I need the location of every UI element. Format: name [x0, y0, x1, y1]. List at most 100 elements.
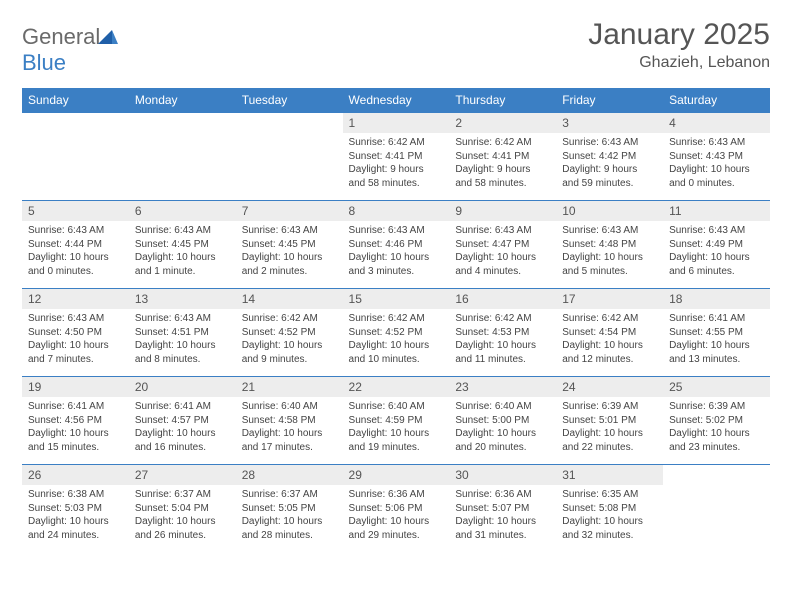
day-data: Sunrise: 6:40 AMSunset: 5:00 PMDaylight:…: [449, 397, 556, 458]
day-header: Saturday: [663, 88, 770, 113]
day-data: Sunrise: 6:39 AMSunset: 5:01 PMDaylight:…: [556, 397, 663, 458]
day-data-line: Sunrise: 6:41 AM: [135, 400, 230, 414]
calendar-cell: 10Sunrise: 6:43 AMSunset: 4:48 PMDayligh…: [556, 201, 663, 289]
day-data-line: Sunrise: 6:43 AM: [669, 224, 764, 238]
day-data-line: Sunset: 4:42 PM: [562, 150, 657, 164]
day-data: Sunrise: 6:43 AMSunset: 4:49 PMDaylight:…: [663, 221, 770, 282]
day-data-line: Daylight: 10 hours: [242, 251, 337, 265]
day-number: 10: [556, 201, 663, 221]
day-number: 7: [236, 201, 343, 221]
day-number: 29: [343, 465, 450, 485]
day-data: Sunrise: 6:41 AMSunset: 4:56 PMDaylight:…: [22, 397, 129, 458]
day-data-line: Daylight: 10 hours: [455, 251, 550, 265]
day-data-line: and 4 minutes.: [455, 265, 550, 279]
location: Ghazieh, Lebanon: [588, 54, 770, 72]
day-data-line: Sunrise: 6:36 AM: [349, 488, 444, 502]
day-data-line: and 19 minutes.: [349, 441, 444, 455]
day-data: Sunrise: 6:40 AMSunset: 4:59 PMDaylight:…: [343, 397, 450, 458]
calendar-week-row: 5Sunrise: 6:43 AMSunset: 4:44 PMDaylight…: [22, 201, 770, 289]
day-data-line: Daylight: 9 hours: [562, 163, 657, 177]
day-data-line: Sunset: 4:44 PM: [28, 238, 123, 252]
day-data-line: Sunrise: 6:43 AM: [562, 136, 657, 150]
day-data-line: Daylight: 10 hours: [242, 427, 337, 441]
day-data-line: and 5 minutes.: [562, 265, 657, 279]
day-data-line: and 23 minutes.: [669, 441, 764, 455]
day-data-line: Daylight: 10 hours: [349, 427, 444, 441]
day-data: Sunrise: 6:38 AMSunset: 5:03 PMDaylight:…: [22, 485, 129, 546]
day-data-line: Sunrise: 6:37 AM: [135, 488, 230, 502]
day-data: Sunrise: 6:36 AMSunset: 5:07 PMDaylight:…: [449, 485, 556, 546]
calendar-cell: 5Sunrise: 6:43 AMSunset: 4:44 PMDaylight…: [22, 201, 129, 289]
day-number: 31: [556, 465, 663, 485]
day-data-line: and 29 minutes.: [349, 529, 444, 543]
day-data-line: Sunset: 4:52 PM: [242, 326, 337, 340]
day-data-line: Daylight: 9 hours: [455, 163, 550, 177]
calendar-cell: 7Sunrise: 6:43 AMSunset: 4:45 PMDaylight…: [236, 201, 343, 289]
day-data-line: Daylight: 10 hours: [562, 251, 657, 265]
day-data-line: and 3 minutes.: [349, 265, 444, 279]
day-data-line: Sunrise: 6:43 AM: [242, 224, 337, 238]
day-data-line: Sunset: 5:08 PM: [562, 502, 657, 516]
day-data-line: Sunrise: 6:42 AM: [455, 136, 550, 150]
calendar-cell: 27Sunrise: 6:37 AMSunset: 5:04 PMDayligh…: [129, 465, 236, 553]
calendar-cell: 13Sunrise: 6:43 AMSunset: 4:51 PMDayligh…: [129, 289, 236, 377]
day-data-line: and 24 minutes.: [28, 529, 123, 543]
day-header: Thursday: [449, 88, 556, 113]
title-block: January 2025 Ghazieh, Lebanon: [588, 18, 770, 72]
day-data-line: Daylight: 10 hours: [455, 427, 550, 441]
day-data-line: and 31 minutes.: [455, 529, 550, 543]
day-data-line: Daylight: 10 hours: [28, 515, 123, 529]
day-data-line: and 13 minutes.: [669, 353, 764, 367]
day-data-line: and 32 minutes.: [562, 529, 657, 543]
day-data-line: Sunset: 5:03 PM: [28, 502, 123, 516]
day-number: 26: [22, 465, 129, 485]
day-data-line: Sunset: 4:43 PM: [669, 150, 764, 164]
calendar-week-row: 1Sunrise: 6:42 AMSunset: 4:41 PMDaylight…: [22, 113, 770, 201]
day-data-line: Daylight: 10 hours: [669, 163, 764, 177]
day-data: Sunrise: 6:36 AMSunset: 5:06 PMDaylight:…: [343, 485, 450, 546]
day-number: 1: [343, 113, 450, 133]
day-number: 23: [449, 377, 556, 397]
calendar-week-row: 26Sunrise: 6:38 AMSunset: 5:03 PMDayligh…: [22, 465, 770, 553]
day-data: Sunrise: 6:43 AMSunset: 4:46 PMDaylight:…: [343, 221, 450, 282]
day-data-line: and 20 minutes.: [455, 441, 550, 455]
calendar-cell: 12Sunrise: 6:43 AMSunset: 4:50 PMDayligh…: [22, 289, 129, 377]
day-data-line: Daylight: 10 hours: [349, 339, 444, 353]
logo-text: GeneralBlue: [22, 24, 118, 76]
day-number: 17: [556, 289, 663, 309]
day-data-line: Sunset: 4:55 PM: [669, 326, 764, 340]
calendar-cell: [663, 465, 770, 553]
calendar-cell: 23Sunrise: 6:40 AMSunset: 5:00 PMDayligh…: [449, 377, 556, 465]
day-number: 28: [236, 465, 343, 485]
calendar-cell: 3Sunrise: 6:43 AMSunset: 4:42 PMDaylight…: [556, 113, 663, 201]
day-number: 6: [129, 201, 236, 221]
calendar-cell: [22, 113, 129, 201]
day-header: Tuesday: [236, 88, 343, 113]
day-data-line: and 17 minutes.: [242, 441, 337, 455]
day-data-line: and 0 minutes.: [28, 265, 123, 279]
calendar-cell: 6Sunrise: 6:43 AMSunset: 4:45 PMDaylight…: [129, 201, 236, 289]
day-data-line: and 10 minutes.: [349, 353, 444, 367]
day-header: Wednesday: [343, 88, 450, 113]
day-data-line: and 15 minutes.: [28, 441, 123, 455]
day-number: 25: [663, 377, 770, 397]
day-data-line: Daylight: 10 hours: [242, 339, 337, 353]
day-data-line: and 7 minutes.: [28, 353, 123, 367]
day-data-line: Daylight: 10 hours: [669, 427, 764, 441]
day-data-line: Daylight: 10 hours: [28, 427, 123, 441]
day-data-line: Daylight: 10 hours: [669, 339, 764, 353]
day-number: 27: [129, 465, 236, 485]
day-data-line: Daylight: 10 hours: [135, 427, 230, 441]
day-data-line: and 28 minutes.: [242, 529, 337, 543]
day-data-line: Sunset: 4:57 PM: [135, 414, 230, 428]
day-data: Sunrise: 6:41 AMSunset: 4:57 PMDaylight:…: [129, 397, 236, 458]
calendar-cell: 15Sunrise: 6:42 AMSunset: 4:52 PMDayligh…: [343, 289, 450, 377]
day-data-line: and 9 minutes.: [242, 353, 337, 367]
day-data-line: Daylight: 10 hours: [455, 339, 550, 353]
calendar-week-row: 19Sunrise: 6:41 AMSunset: 4:56 PMDayligh…: [22, 377, 770, 465]
day-number: 16: [449, 289, 556, 309]
day-data-line: Daylight: 9 hours: [349, 163, 444, 177]
day-data-line: and 12 minutes.: [562, 353, 657, 367]
logo-sail-icon: [98, 24, 118, 49]
day-header-row: SundayMondayTuesdayWednesdayThursdayFrid…: [22, 88, 770, 113]
